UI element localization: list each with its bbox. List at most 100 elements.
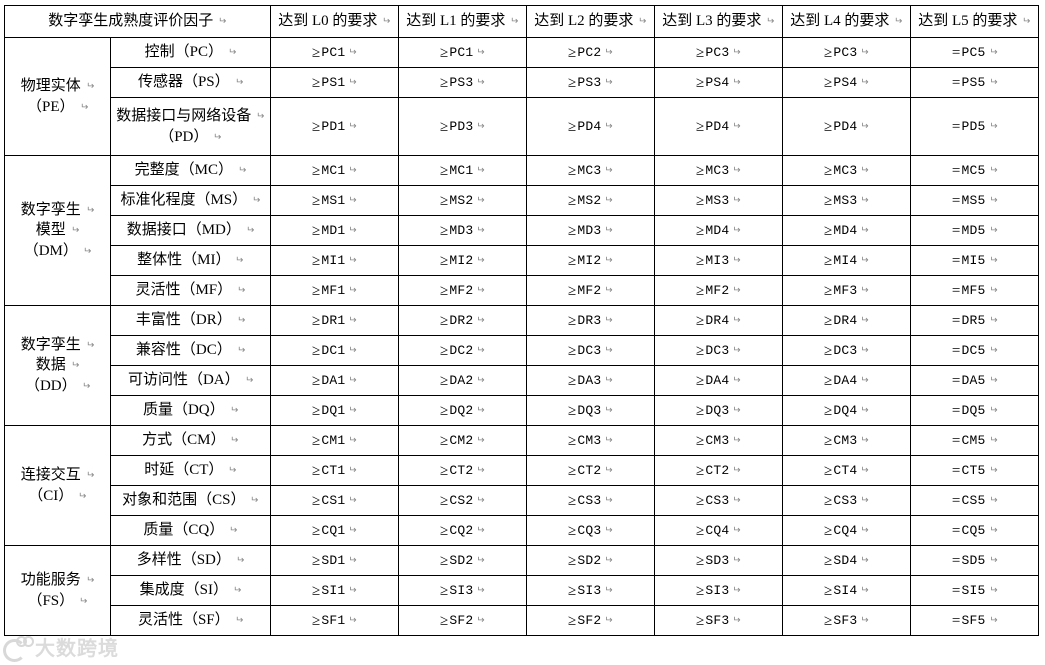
table-row: 整体性（MI） ↵ ≥MI1 ↵ ≥MI2 ↵ ≥MI2 ↵ ≥MI3 ↵ ≥MI4 ↵ =MI5 ↵ (5, 245, 1039, 276)
requirement-cell-l4: ≥DQ4 ↵ (782, 395, 911, 426)
level-code: DQ3 (705, 402, 730, 418)
factor-name-cell: 控制（PC） ↵ (110, 37, 271, 68)
comparison-operator: ≥ (439, 118, 449, 135)
header-level-l1: 达到 L1 的要求 ↵ (398, 5, 527, 38)
factor-name-cell: 多样性（SD） ↵ (110, 545, 271, 576)
level-code: CQ2 (449, 522, 474, 538)
paragraph-mark-icon: ↵ (860, 254, 870, 266)
paragraph-mark-icon: ↵ (988, 494, 998, 506)
table-row: 质量（DQ） ↵ ≥DQ1 ↵ ≥DQ2 ↵ ≥DQ3 ↵ ≥DQ3 ↵ ≥DQ4 ↵ =DQ5 ↵ (5, 395, 1039, 426)
level-code: MS3 (833, 192, 858, 208)
requirement-cell-l1: ≥SF2 ↵ (398, 605, 527, 636)
factor-name-cell: 灵活性（MF） ↵ (110, 275, 271, 306)
factor-name-line: 质量（DQ） ↵ (142, 402, 239, 419)
level-code: SI3 (449, 582, 474, 598)
level-code: DR4 (705, 312, 730, 328)
comparison-operator: ≥ (823, 162, 833, 179)
requirement-cell-l1: ≥MS2 ↵ (398, 185, 527, 216)
table-row: 数据接口（MD） ↵ ≥MD1 ↵ ≥MD3 ↵ ≥MD3 ↵ ≥MD4 ↵ ≥MD4 ↵ =MD5 ↵ (5, 215, 1039, 246)
requirement-cell-l2: ≥DR3 ↵ (526, 305, 655, 336)
level-code: DR1 (321, 312, 346, 328)
requirement-cell-l2: ≥PS3 ↵ (526, 67, 655, 98)
paragraph-mark-icon: ↵ (988, 46, 998, 58)
level-code: CT2 (577, 462, 602, 478)
watermark: 大数跨境 (2, 633, 119, 663)
paragraph-mark-icon: ↵ (732, 494, 742, 506)
watermark-logo-icon (2, 635, 34, 662)
group-name-line: 功能服务 ↵ (20, 572, 95, 589)
requirement-cell-l0: ≥MD1 ↵ (270, 215, 399, 246)
factor-name-line: 标准化程度（MS） ↵ (120, 192, 261, 209)
paragraph-mark-icon: ↵ (348, 494, 358, 506)
factor-name-cell: 时延（CT） ↵ (110, 455, 271, 486)
factor-name-cell: 质量（CQ） ↵ (110, 515, 271, 546)
level-code: CT2 (449, 462, 474, 478)
paragraph-mark-icon: ↵ (860, 46, 870, 58)
comparison-operator: ≥ (567, 432, 577, 449)
paragraph-mark-icon: ↵ (234, 615, 244, 627)
level-code: MF3 (833, 282, 858, 298)
level-code: PC1 (321, 44, 346, 60)
requirement-cell-l2: ≥MS2 ↵ (526, 185, 655, 216)
table-row: 兼容性（DC） ↵ ≥DC1 ↵ ≥DC2 ↵ ≥DC3 ↵ ≥DC3 ↵ ≥DC3 ↵ =DC5 ↵ (5, 335, 1039, 366)
factor-name-cell: 传感器（PS） ↵ (110, 67, 271, 98)
comparison-operator: ≥ (567, 522, 577, 539)
comparison-operator: ≥ (567, 118, 577, 135)
paragraph-mark-icon: ↵ (860, 164, 870, 176)
paragraph-mark-icon: ↵ (988, 434, 998, 446)
factor-name-line: 集成度（SI） ↵ (139, 582, 242, 599)
level-code: MI1 (321, 252, 346, 268)
requirement-cell-l5: =MI5 ↵ (910, 245, 1039, 276)
paragraph-mark-icon: ↵ (604, 584, 614, 596)
paragraph-mark-icon: ↵ (860, 194, 870, 206)
paragraph-mark-icon: ↵ (732, 524, 742, 536)
factor-name-cell: 对象和范围（CS） ↵ (110, 485, 271, 516)
group-name-line: 数字孪生 ↵ (20, 337, 95, 354)
level-code: CS3 (833, 492, 858, 508)
comparison-operator: ≥ (439, 432, 449, 449)
requirement-cell-l2: ≥SF2 ↵ (526, 605, 655, 636)
requirement-cell-l1: ≥MI2 ↵ (398, 245, 527, 276)
paragraph-mark-icon: ↵ (85, 205, 95, 217)
level-code: PD3 (449, 118, 474, 134)
level-code: CS1 (321, 492, 346, 508)
level-code: MI5 (961, 252, 986, 268)
level-code: SI3 (577, 582, 602, 598)
paragraph-mark-icon: ↵ (235, 255, 244, 267)
comparison-operator: ≥ (823, 402, 833, 419)
level-code: CM3 (833, 432, 858, 448)
level-code: DR4 (833, 312, 858, 328)
table-row: 灵活性（SF） ↵ ≥SF1 ↵ ≥SF2 ↵ ≥SF2 ↵ ≥SF3 ↵ ≥SF3 ↵ =SF5 ↵ (5, 605, 1039, 636)
requirement-cell-l4: ≥DC3 ↵ (782, 335, 911, 366)
level-code: CS2 (449, 492, 474, 508)
requirement-cell-l3: ≥PC3 ↵ (654, 37, 783, 68)
requirement-cell-l2: ≥DA3 ↵ (526, 365, 655, 396)
factor-name-cell: 完整度（MC） ↵ (110, 155, 271, 186)
level-code: PC3 (833, 44, 858, 60)
table-header: 数字孪生成熟度评价因子 ↵ 达到 L0 的要求 ↵ 达到 L1 的要求 ↵ 达到 L2… (4, 5, 1039, 38)
paragraph-mark-icon: ↵ (78, 490, 87, 502)
paragraph-mark-icon: ↵ (860, 494, 870, 506)
level-code: SI5 (961, 582, 986, 598)
comparison-operator: ≥ (311, 252, 321, 269)
level-code: DC5 (961, 342, 986, 358)
paragraph-mark-icon: ↵ (732, 344, 742, 356)
group-name-line: 数字孪生 ↵ (20, 202, 95, 219)
level-code: PD1 (321, 118, 346, 134)
level-code: MC1 (321, 162, 346, 178)
group-name-line: （CI） ↵ (28, 487, 87, 504)
requirement-cell-l2: ≥CQ3 ↵ (526, 515, 655, 546)
level-code: MD3 (449, 222, 474, 238)
level-code: CM1 (321, 432, 346, 448)
comparison-operator: ≥ (311, 432, 321, 449)
comparison-operator: ≥ (695, 74, 705, 91)
requirement-cell-l4: ≥MI4 ↵ (782, 245, 911, 276)
requirement-cell-l3: ≥PS4 ↵ (654, 67, 783, 98)
comparison-operator: ≥ (695, 118, 705, 135)
requirement-cell-l1: ≥DR2 ↵ (398, 305, 527, 336)
comparison-operator: ≥ (695, 372, 705, 389)
comparison-operator: ≥ (567, 342, 577, 359)
paragraph-mark-icon: ↵ (348, 164, 358, 176)
factor-name-cell: 集成度（SI） ↵ (110, 575, 271, 606)
factor-name-cell: 兼容性（DC） ↵ (110, 335, 271, 366)
